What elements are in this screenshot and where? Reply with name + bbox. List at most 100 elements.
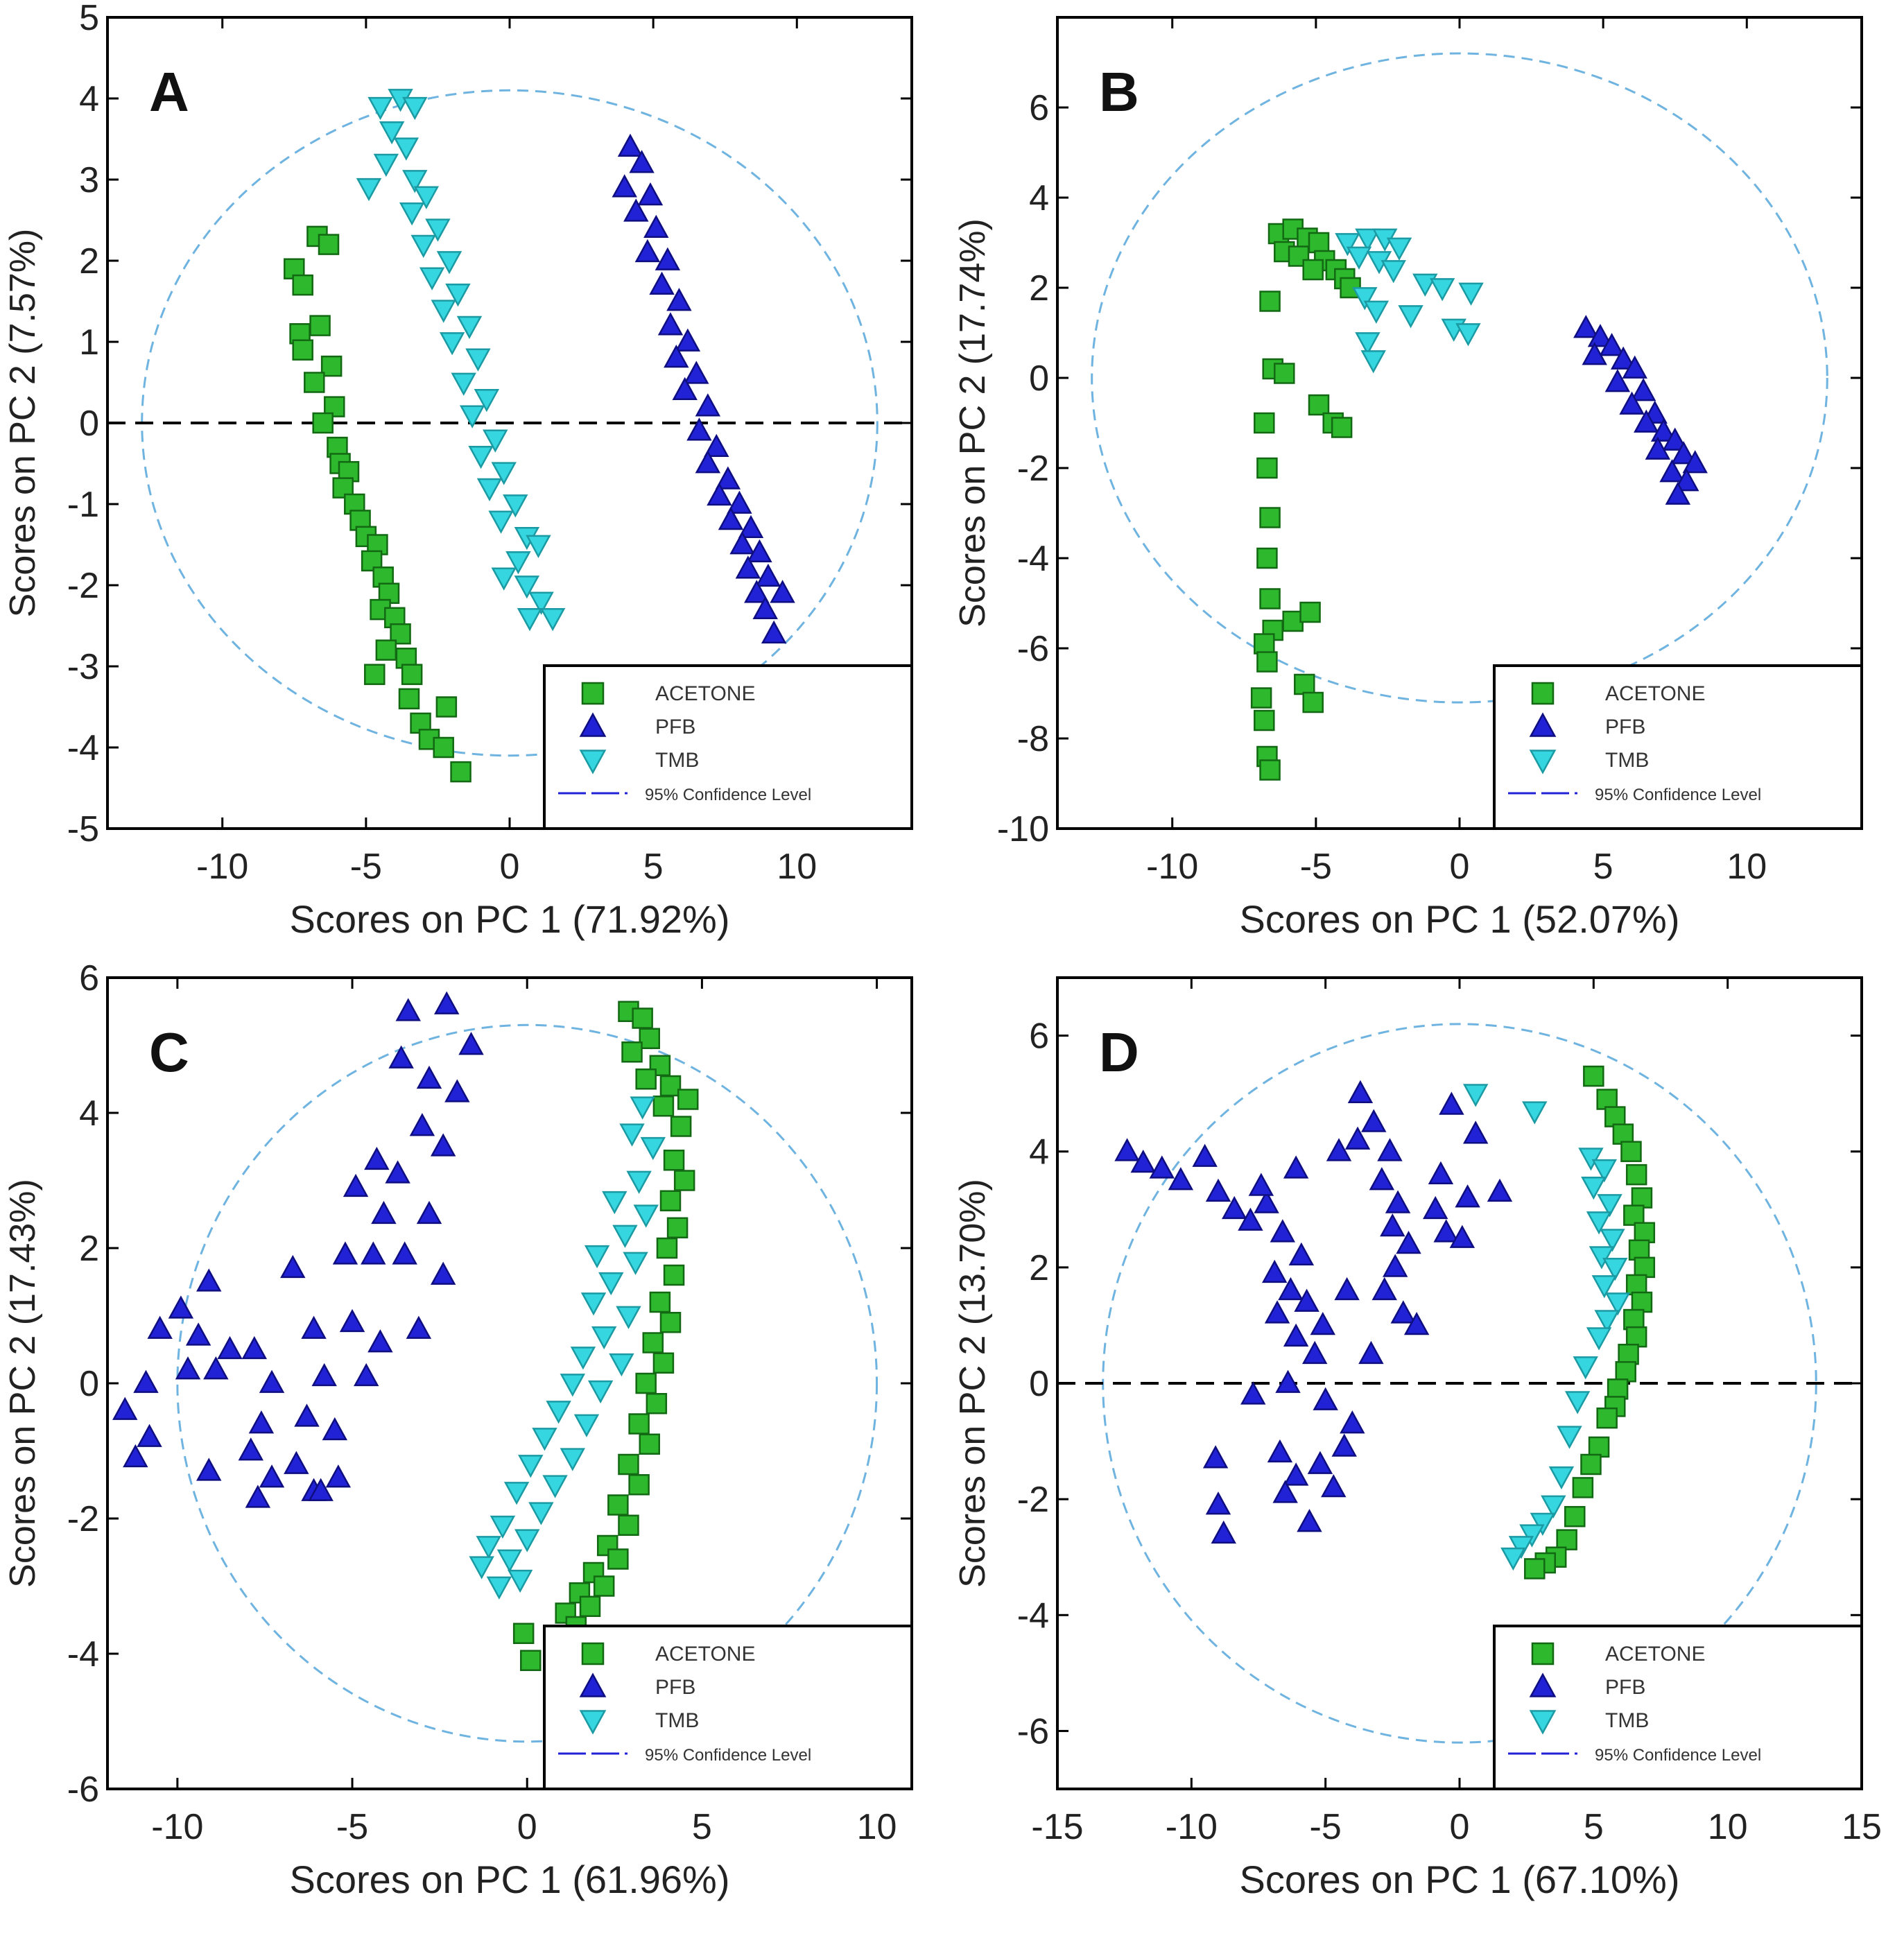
y-tick-label: -4 xyxy=(1017,539,1049,579)
data-point xyxy=(456,315,483,340)
data-point xyxy=(465,348,491,372)
data-point xyxy=(666,1217,689,1238)
data-point xyxy=(514,1529,540,1552)
data-point xyxy=(1308,394,1330,416)
x-tick-label: 0 xyxy=(517,1807,537,1847)
series-pfb xyxy=(612,133,795,644)
data-point xyxy=(280,1254,306,1279)
data-point xyxy=(715,466,741,490)
data-point xyxy=(1582,342,1607,365)
data-point xyxy=(747,539,772,563)
y-tick-label: -6 xyxy=(1017,629,1049,669)
data-point xyxy=(1248,1173,1274,1196)
data-point xyxy=(1594,1310,1620,1333)
data-point xyxy=(528,591,554,615)
data-point xyxy=(217,1335,243,1360)
data-point xyxy=(354,1362,379,1387)
data-point xyxy=(1313,1387,1338,1410)
y-tick-label: 4 xyxy=(1029,1132,1049,1173)
data-point xyxy=(451,372,476,396)
data-point xyxy=(1205,1491,1231,1515)
data-point xyxy=(1587,324,1613,347)
x-tick-label: 15 xyxy=(1842,1807,1882,1847)
data-point xyxy=(675,328,701,352)
data-point xyxy=(695,393,721,417)
data-point xyxy=(1589,1246,1615,1270)
data-point xyxy=(1682,450,1708,474)
data-point xyxy=(630,1096,655,1120)
y-tick-label: -10 xyxy=(997,809,1049,849)
confidence-ellipse xyxy=(1091,52,1828,704)
panel-letter: B xyxy=(1099,61,1139,123)
data-point xyxy=(1631,1187,1653,1209)
y-tick-label: -2 xyxy=(67,1499,99,1539)
x-tick-label: 10 xyxy=(857,1807,897,1847)
data-point xyxy=(507,1569,533,1593)
series-tmb xyxy=(1462,1084,1631,1571)
x-tick-label: 5 xyxy=(643,847,664,887)
data-point xyxy=(259,1369,285,1393)
data-point xyxy=(587,1380,614,1404)
confidence-ellipse xyxy=(176,1023,879,1743)
data-point xyxy=(361,1241,386,1265)
data-point xyxy=(686,417,712,441)
data-point xyxy=(1583,1065,1604,1087)
data-point xyxy=(1259,588,1281,609)
data-point xyxy=(1596,1089,1618,1110)
data-point xyxy=(1619,391,1645,415)
data-point xyxy=(490,1515,516,1539)
panel-b: -10 -5 0 5 10 -10 -8 -6 -4 -2 0 2 4 6 Scores on PC 1 (… xyxy=(953,16,1863,941)
data-point xyxy=(659,1312,682,1333)
x-tick-label: -5 xyxy=(1310,1807,1342,1847)
data-point xyxy=(695,450,721,474)
data-point xyxy=(1634,1222,1656,1243)
data-point xyxy=(1256,651,1278,673)
data-point xyxy=(364,664,386,685)
y-tick-label: -6 xyxy=(67,1770,99,1810)
data-point xyxy=(1615,1361,1636,1383)
data-point xyxy=(738,514,764,538)
legend-marker-tmb xyxy=(1529,750,1557,775)
data-point xyxy=(677,1089,699,1110)
panel-letter: D xyxy=(1099,1021,1139,1083)
data-point xyxy=(1612,1123,1634,1145)
data-point xyxy=(416,1200,442,1225)
data-point xyxy=(1586,1211,1612,1235)
data-point xyxy=(673,1170,695,1191)
legend-label: ACETONE xyxy=(1605,682,1705,705)
data-point xyxy=(512,1623,535,1644)
data-point xyxy=(1625,1274,1647,1296)
data-point xyxy=(1321,1474,1347,1498)
data-point xyxy=(241,1335,268,1360)
data-point xyxy=(1428,1161,1454,1184)
data-point xyxy=(1462,1084,1489,1107)
y-tick-label: 5 xyxy=(79,0,99,38)
data-point xyxy=(1524,1558,1546,1580)
data-point xyxy=(1573,1356,1598,1380)
data-point xyxy=(395,998,421,1021)
y-tick-label: -4 xyxy=(67,728,99,768)
data-point xyxy=(649,1291,671,1313)
data-point xyxy=(1634,1256,1656,1279)
data-point xyxy=(433,736,454,759)
legend-label: PFB xyxy=(1605,1676,1645,1699)
data-point xyxy=(657,312,684,336)
data-point xyxy=(1630,378,1656,401)
data-point xyxy=(371,1200,397,1225)
x-tick-label: 0 xyxy=(500,847,520,887)
x-tick-label: 10 xyxy=(777,847,817,887)
data-point xyxy=(431,300,456,323)
data-point xyxy=(652,1096,675,1117)
legend-label: ACETONE xyxy=(655,682,755,705)
data-point xyxy=(292,339,313,361)
data-point xyxy=(1369,1167,1395,1191)
data-point xyxy=(616,1306,641,1329)
data-point xyxy=(450,761,471,783)
series-tmb xyxy=(469,1096,666,1600)
legend-label: ACETONE xyxy=(655,1643,755,1666)
data-point xyxy=(646,1393,668,1414)
x-tick-label: -5 xyxy=(350,847,382,887)
data-point xyxy=(655,247,681,270)
data-point xyxy=(635,1069,657,1090)
data-point xyxy=(1275,1369,1301,1393)
